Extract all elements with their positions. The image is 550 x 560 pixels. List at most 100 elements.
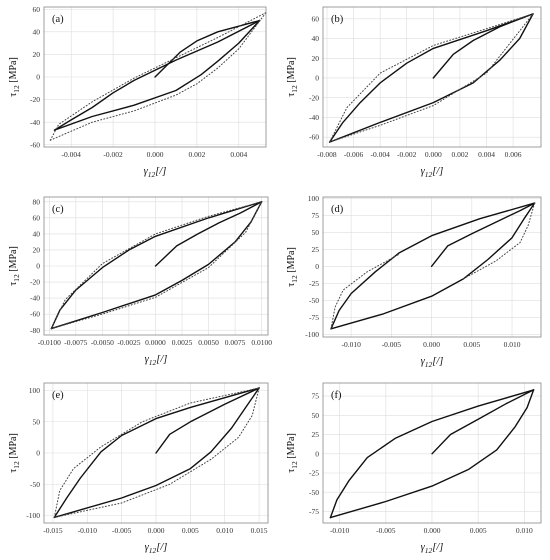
y-tick-label: -50	[30, 480, 40, 489]
experiment-curve-1	[53, 387, 260, 519]
y-tick-label: -25	[309, 469, 319, 478]
model-curve-3	[330, 253, 400, 330]
x-tick-label: 0.000	[147, 150, 164, 159]
panel-label: (a)	[52, 14, 64, 25]
x-tick-label: 0.005	[463, 340, 480, 349]
y-tick-label: 40	[33, 230, 41, 239]
y-axis-label: τ12 [MPa]	[286, 433, 299, 473]
y-tick-label: -40	[30, 294, 40, 303]
x-axis-label: γ12[/]	[421, 166, 444, 179]
y-tick-label: 0	[315, 449, 319, 458]
y-tick-label: -40	[30, 118, 40, 127]
x-axis-label: γ12[/]	[145, 542, 168, 555]
x-tick-label: -0.010	[78, 526, 98, 535]
experiment-curve-2	[328, 13, 534, 143]
y-axis-label: τ12 [MPa]	[8, 246, 21, 286]
y-axis-label: τ12 [MPa]	[286, 247, 299, 287]
x-tick-label: 0.000	[425, 150, 442, 159]
model-curve-3	[50, 201, 263, 330]
y-axis-label: τ12 [MPa]	[8, 433, 21, 473]
x-tick-label: -0.015	[43, 526, 63, 535]
x-tick-label: -0.0050	[91, 338, 114, 347]
plot-frame	[43, 196, 269, 336]
x-tick-label: -0.002	[397, 150, 417, 159]
y-tick-label: 60	[33, 5, 41, 14]
plot-frame	[43, 382, 269, 524]
x-axis-label: γ12[/]	[421, 542, 444, 555]
y-tick-label: 20	[33, 246, 41, 255]
x-tick-label: -0.005	[376, 526, 396, 535]
experiment-curve-0	[430, 202, 536, 267]
panel-e: -0.015 -0.010 -0.005 0.000 0.005 0.010 0.015 -1…	[8, 382, 269, 555]
y-tick-label: 40	[33, 27, 41, 36]
model-curve-3	[329, 13, 534, 143]
experiment-curve-2	[330, 202, 536, 330]
experiment-curve-1	[50, 201, 263, 330]
y-tick-label: 25	[312, 245, 320, 254]
y-tick-label: 20	[33, 50, 41, 59]
x-tick-label: -0.0100	[38, 338, 61, 347]
plot-frame	[322, 382, 542, 524]
plot-frame	[43, 6, 267, 148]
y-tick-label: -60	[30, 140, 40, 149]
x-tick-label: 0.002	[188, 150, 205, 159]
x-axis-label: γ12[/]	[144, 166, 167, 179]
experiment-curve-2	[50, 201, 263, 330]
y-axis-label: τ12 [MPa]	[286, 57, 299, 97]
x-tick-label: -0.010	[341, 340, 361, 349]
y-tick-label: -60	[30, 310, 40, 319]
plot-frame	[322, 6, 542, 148]
y-tick-label: -20	[30, 278, 40, 287]
plot-frame	[322, 196, 542, 338]
x-tick-label: 0.0000	[145, 338, 166, 347]
y-tick-label: -60	[309, 133, 319, 142]
y-tick-label: -100	[305, 330, 319, 339]
x-tick-label: 0.0050	[198, 338, 219, 347]
y-tick-label: 0	[315, 74, 319, 83]
x-tick-label: -0.004	[62, 150, 82, 159]
panel-label: (d)	[331, 204, 344, 215]
panel-c: -0.0100 -0.0075 -0.0050 -0.0025 0.0000 0.0025…	[8, 196, 272, 367]
x-tick-label: 0.0075	[225, 338, 246, 347]
x-tick-label: 0.000	[148, 526, 165, 535]
experiment-curve-2	[53, 19, 261, 131]
panel-b: -0.008 -0.006 -0.004 -0.002 0.000 0.002 0.004 0…	[286, 6, 542, 179]
y-tick-label: -40	[309, 113, 319, 122]
x-tick-label: 0.002	[451, 150, 468, 159]
y-tick-label: -80	[30, 326, 40, 335]
y-tick-label: -20	[309, 93, 319, 102]
x-axis-label: γ12[/]	[421, 356, 444, 369]
y-tick-label: 75	[312, 211, 320, 220]
experiment-curve-0	[154, 201, 263, 267]
experiment-curve-2	[53, 387, 260, 519]
x-tick-label: -0.005	[112, 526, 132, 535]
y-tick-label: 0	[315, 262, 319, 271]
y-tick-label: 60	[312, 14, 320, 23]
panel-d: -0.010 -0.005 0.000 0.005 0.010 -100 -75 -50 -25…	[286, 194, 542, 369]
y-tick-label: 75	[312, 392, 320, 401]
y-tick-label: -50	[309, 296, 319, 305]
model-curve-4	[329, 13, 534, 143]
x-tick-label: -0.006	[344, 150, 364, 159]
x-tick-label: 0.004	[478, 150, 495, 159]
panel-f: -0.010 -0.005 0.000 0.005 0.010 -75 -50 -25 0 25 5…	[286, 382, 542, 555]
x-tick-label: -0.002	[103, 150, 123, 159]
y-tick-label: 25	[312, 430, 320, 439]
x-tick-label: 0.010	[504, 340, 521, 349]
experiment-curve-0	[431, 389, 535, 455]
y-tick-label: -25	[309, 279, 319, 288]
y-tick-label: -20	[30, 95, 40, 104]
model-curve-4	[53, 387, 260, 518]
y-tick-label: 100	[29, 386, 41, 395]
model-curve-4	[50, 201, 263, 330]
x-tick-label: 0.0025	[172, 338, 193, 347]
y-tick-label: 0	[36, 262, 40, 271]
x-tick-label: 0.005	[470, 526, 487, 535]
model-curve-4	[463, 202, 536, 280]
x-tick-label: 0.0100	[251, 338, 272, 347]
y-tick-label: 100	[308, 194, 320, 203]
x-tick-label: 0.000	[423, 340, 440, 349]
y-tick-label: 50	[312, 228, 320, 237]
x-tick-label: -0.008	[317, 150, 337, 159]
